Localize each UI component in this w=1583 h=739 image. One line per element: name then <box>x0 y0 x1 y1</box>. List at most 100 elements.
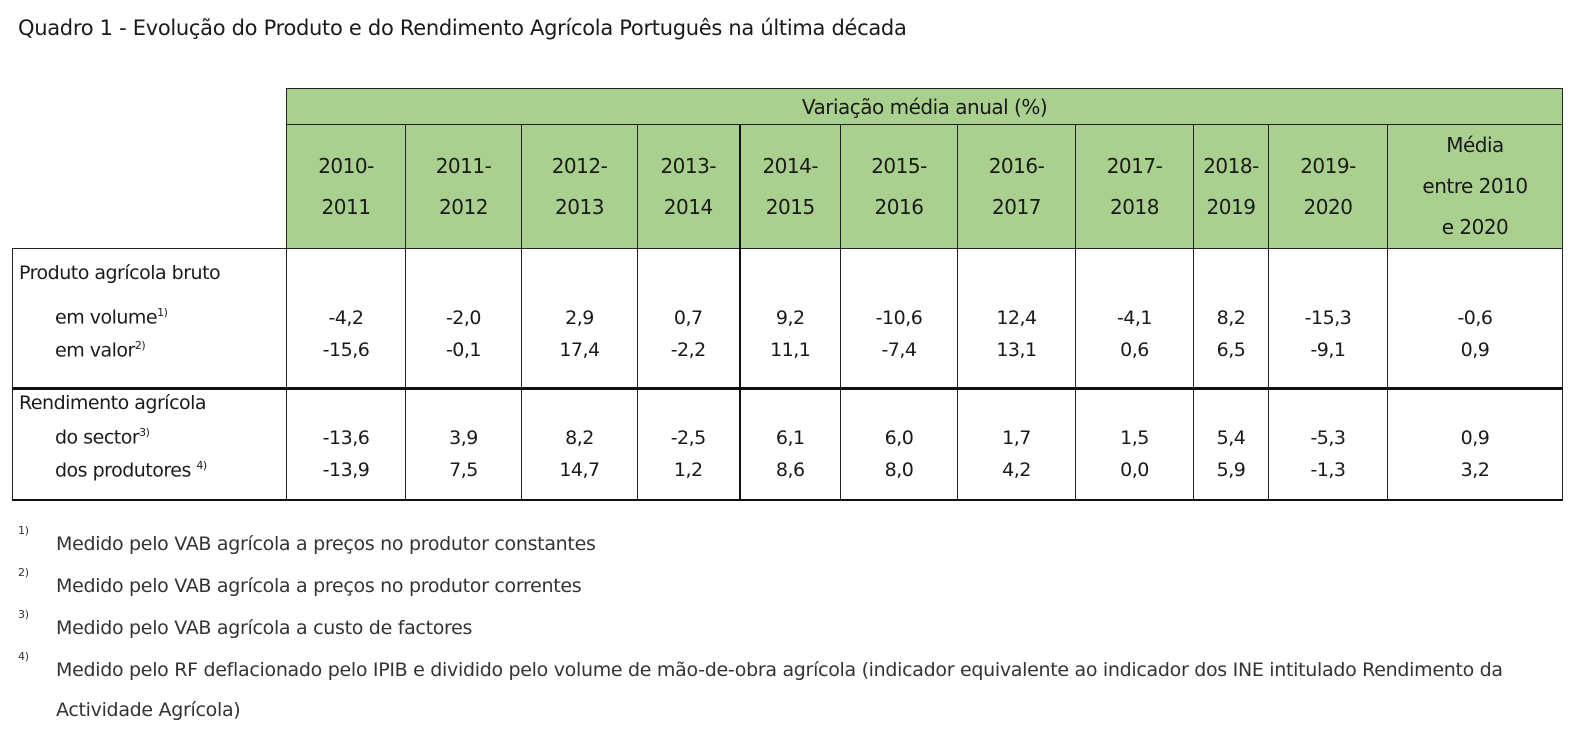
column-header-line: 2017 <box>992 194 1041 219</box>
empty-cell <box>637 387 740 417</box>
value-cell: 9,2 <box>738 296 841 339</box>
value-cell: 8,2 <box>1193 296 1269 339</box>
value-cell: -15,6 <box>286 338 406 389</box>
table-title: Quadro 1 - Evolução do Produto e do Rend… <box>18 16 907 40</box>
empty-cell <box>957 387 1076 417</box>
value-cell: -2,0 <box>405 296 522 339</box>
column-header: 2013- 2014 <box>637 124 740 249</box>
value-cell: 6,5 <box>1193 338 1269 389</box>
value-cell: -7,4 <box>840 338 958 389</box>
value-cell: 0,9 <box>1387 416 1563 459</box>
blank-corner <box>13 89 287 125</box>
column-header: 2018- 2019 <box>1193 124 1269 249</box>
value-cell: 8,6 <box>738 458 841 501</box>
column-header-line: 2012 <box>439 194 488 219</box>
row-label-text: em valor <box>55 338 135 361</box>
footnote-ref: 2) <box>134 338 146 352</box>
value-cell: -13,9 <box>286 458 406 501</box>
footnote: 2) Medido pelo VAB agrícola a preços no p… <box>18 566 1536 608</box>
empty-cell <box>1193 387 1269 417</box>
table-row: dos produtores 4) -13,9 7,5 14,7 1,2 8,6 8,0 4,… <box>12 458 1563 501</box>
value-cell: 0,7 <box>637 296 740 339</box>
value-cell: 1,7 <box>957 416 1076 459</box>
table-row: em valor2) -15,6 -0,1 17,4 -2,2 11,1 -7,4 13,1 0… <box>12 338 1563 389</box>
empty-cell <box>521 248 638 297</box>
empty-cell <box>1268 387 1388 417</box>
empty-cell <box>840 248 958 297</box>
footnote-ref: 3) <box>139 426 150 440</box>
empty-cell <box>637 248 740 297</box>
value-cell: 0,0 <box>1075 458 1194 501</box>
empty-cell <box>957 248 1076 297</box>
footnotes: 1) Medido pelo VAB agrícola a preços no p… <box>18 524 1536 721</box>
value-cell: -15,3 <box>1268 296 1388 339</box>
value-cell: -4,2 <box>286 296 406 339</box>
banner-header: Variação média anual (%) <box>286 88 1563 125</box>
value-cell: -13,6 <box>286 416 406 459</box>
column-header-line: 2013 <box>555 194 604 219</box>
blank-corner <box>13 125 287 249</box>
column-header-line: 2015 <box>765 194 815 219</box>
value-cell: 3,2 <box>1387 458 1563 501</box>
value-cell: -4,1 <box>1075 296 1194 339</box>
column-header-line: 2011 <box>321 194 371 219</box>
value-cell: 17,4 <box>521 338 638 389</box>
column-header: 2015- 2016 <box>840 124 958 249</box>
footnote-mark: 1) <box>18 524 29 537</box>
footnote-ref: 1) <box>157 306 168 320</box>
value-cell: 11,1 <box>738 338 841 389</box>
empty-cell <box>1268 248 1388 297</box>
column-header-line: 2014 <box>663 194 713 219</box>
empty-cell <box>1075 387 1194 417</box>
footnote: 3) Medido pelo VAB agrícola a custo de fa… <box>18 608 1536 650</box>
column-header-line: 2016- <box>988 153 1045 178</box>
footnote-mark: 2) <box>18 566 29 579</box>
group-header-row: Produto agrícola bruto <box>12 248 1563 297</box>
empty-cell <box>405 387 522 417</box>
column-header: 2014- 2015 <box>738 124 841 249</box>
value-cell: -0,6 <box>1387 296 1563 339</box>
empty-cell <box>1387 248 1563 297</box>
column-header-line: 2015- <box>871 153 927 178</box>
value-cell: 8,0 <box>840 458 958 501</box>
empty-cell <box>1075 248 1194 297</box>
column-header-line: 2013- <box>660 153 717 178</box>
column-header-line: 2018- <box>1203 153 1259 178</box>
value-cell: 8,2 <box>521 416 638 459</box>
value-cell: 13,1 <box>957 338 1076 389</box>
value-cell: -0,1 <box>405 338 522 389</box>
value-cell: 1,2 <box>637 458 740 501</box>
column-header-line: 2020 <box>1303 194 1353 219</box>
empty-cell <box>1193 248 1269 297</box>
empty-cell <box>521 387 638 417</box>
column-header-line: 2010- <box>318 153 374 178</box>
value-cell: 1,5 <box>1075 416 1194 459</box>
value-cell: -2,5 <box>637 416 740 459</box>
value-cell: -5,3 <box>1268 416 1388 459</box>
row-label-text: do sector <box>55 426 140 449</box>
row-label: em volume1) <box>12 296 287 339</box>
footnote-text: Medido pelo VAB agrícola a preços no pro… <box>56 533 596 555</box>
empty-cell <box>1387 387 1563 417</box>
column-header: 2017- 2018 <box>1075 124 1194 249</box>
column-header-line: 2012- <box>551 153 608 178</box>
footnote-text: Medido pelo RF deflacionado pelo IPIB e … <box>56 659 1503 721</box>
value-cell: 5,4 <box>1193 416 1269 459</box>
column-header-line: 2019- <box>1300 153 1356 178</box>
footnote-mark: 3) <box>18 608 29 621</box>
empty-cell <box>286 387 406 417</box>
footnote: 4) Medido pelo RF deflacionado pelo IPIB … <box>18 650 1536 721</box>
table-row: em volume1) -4,2 -2,0 2,9 0,7 9,2 -10,6 12,4 -4,… <box>12 296 1563 339</box>
row-label: dos produtores 4) <box>12 458 287 501</box>
value-cell: -10,6 <box>840 296 958 339</box>
group-header-row: Rendimento agrícola <box>12 387 1563 417</box>
footnote-text: Medido pelo VAB agrícola a preços no pro… <box>56 575 582 597</box>
value-cell: 7,5 <box>405 458 522 501</box>
column-header: 2019- 2020 <box>1268 124 1388 249</box>
row-label: em valor2) <box>12 338 287 389</box>
column-header: 2016- 2017 <box>957 124 1076 249</box>
empty-cell <box>738 248 841 297</box>
empty-cell <box>840 387 958 417</box>
footnote-mark: 4) <box>18 650 29 663</box>
footnote: 1) Medido pelo VAB agrícola a preços no p… <box>18 524 1536 566</box>
